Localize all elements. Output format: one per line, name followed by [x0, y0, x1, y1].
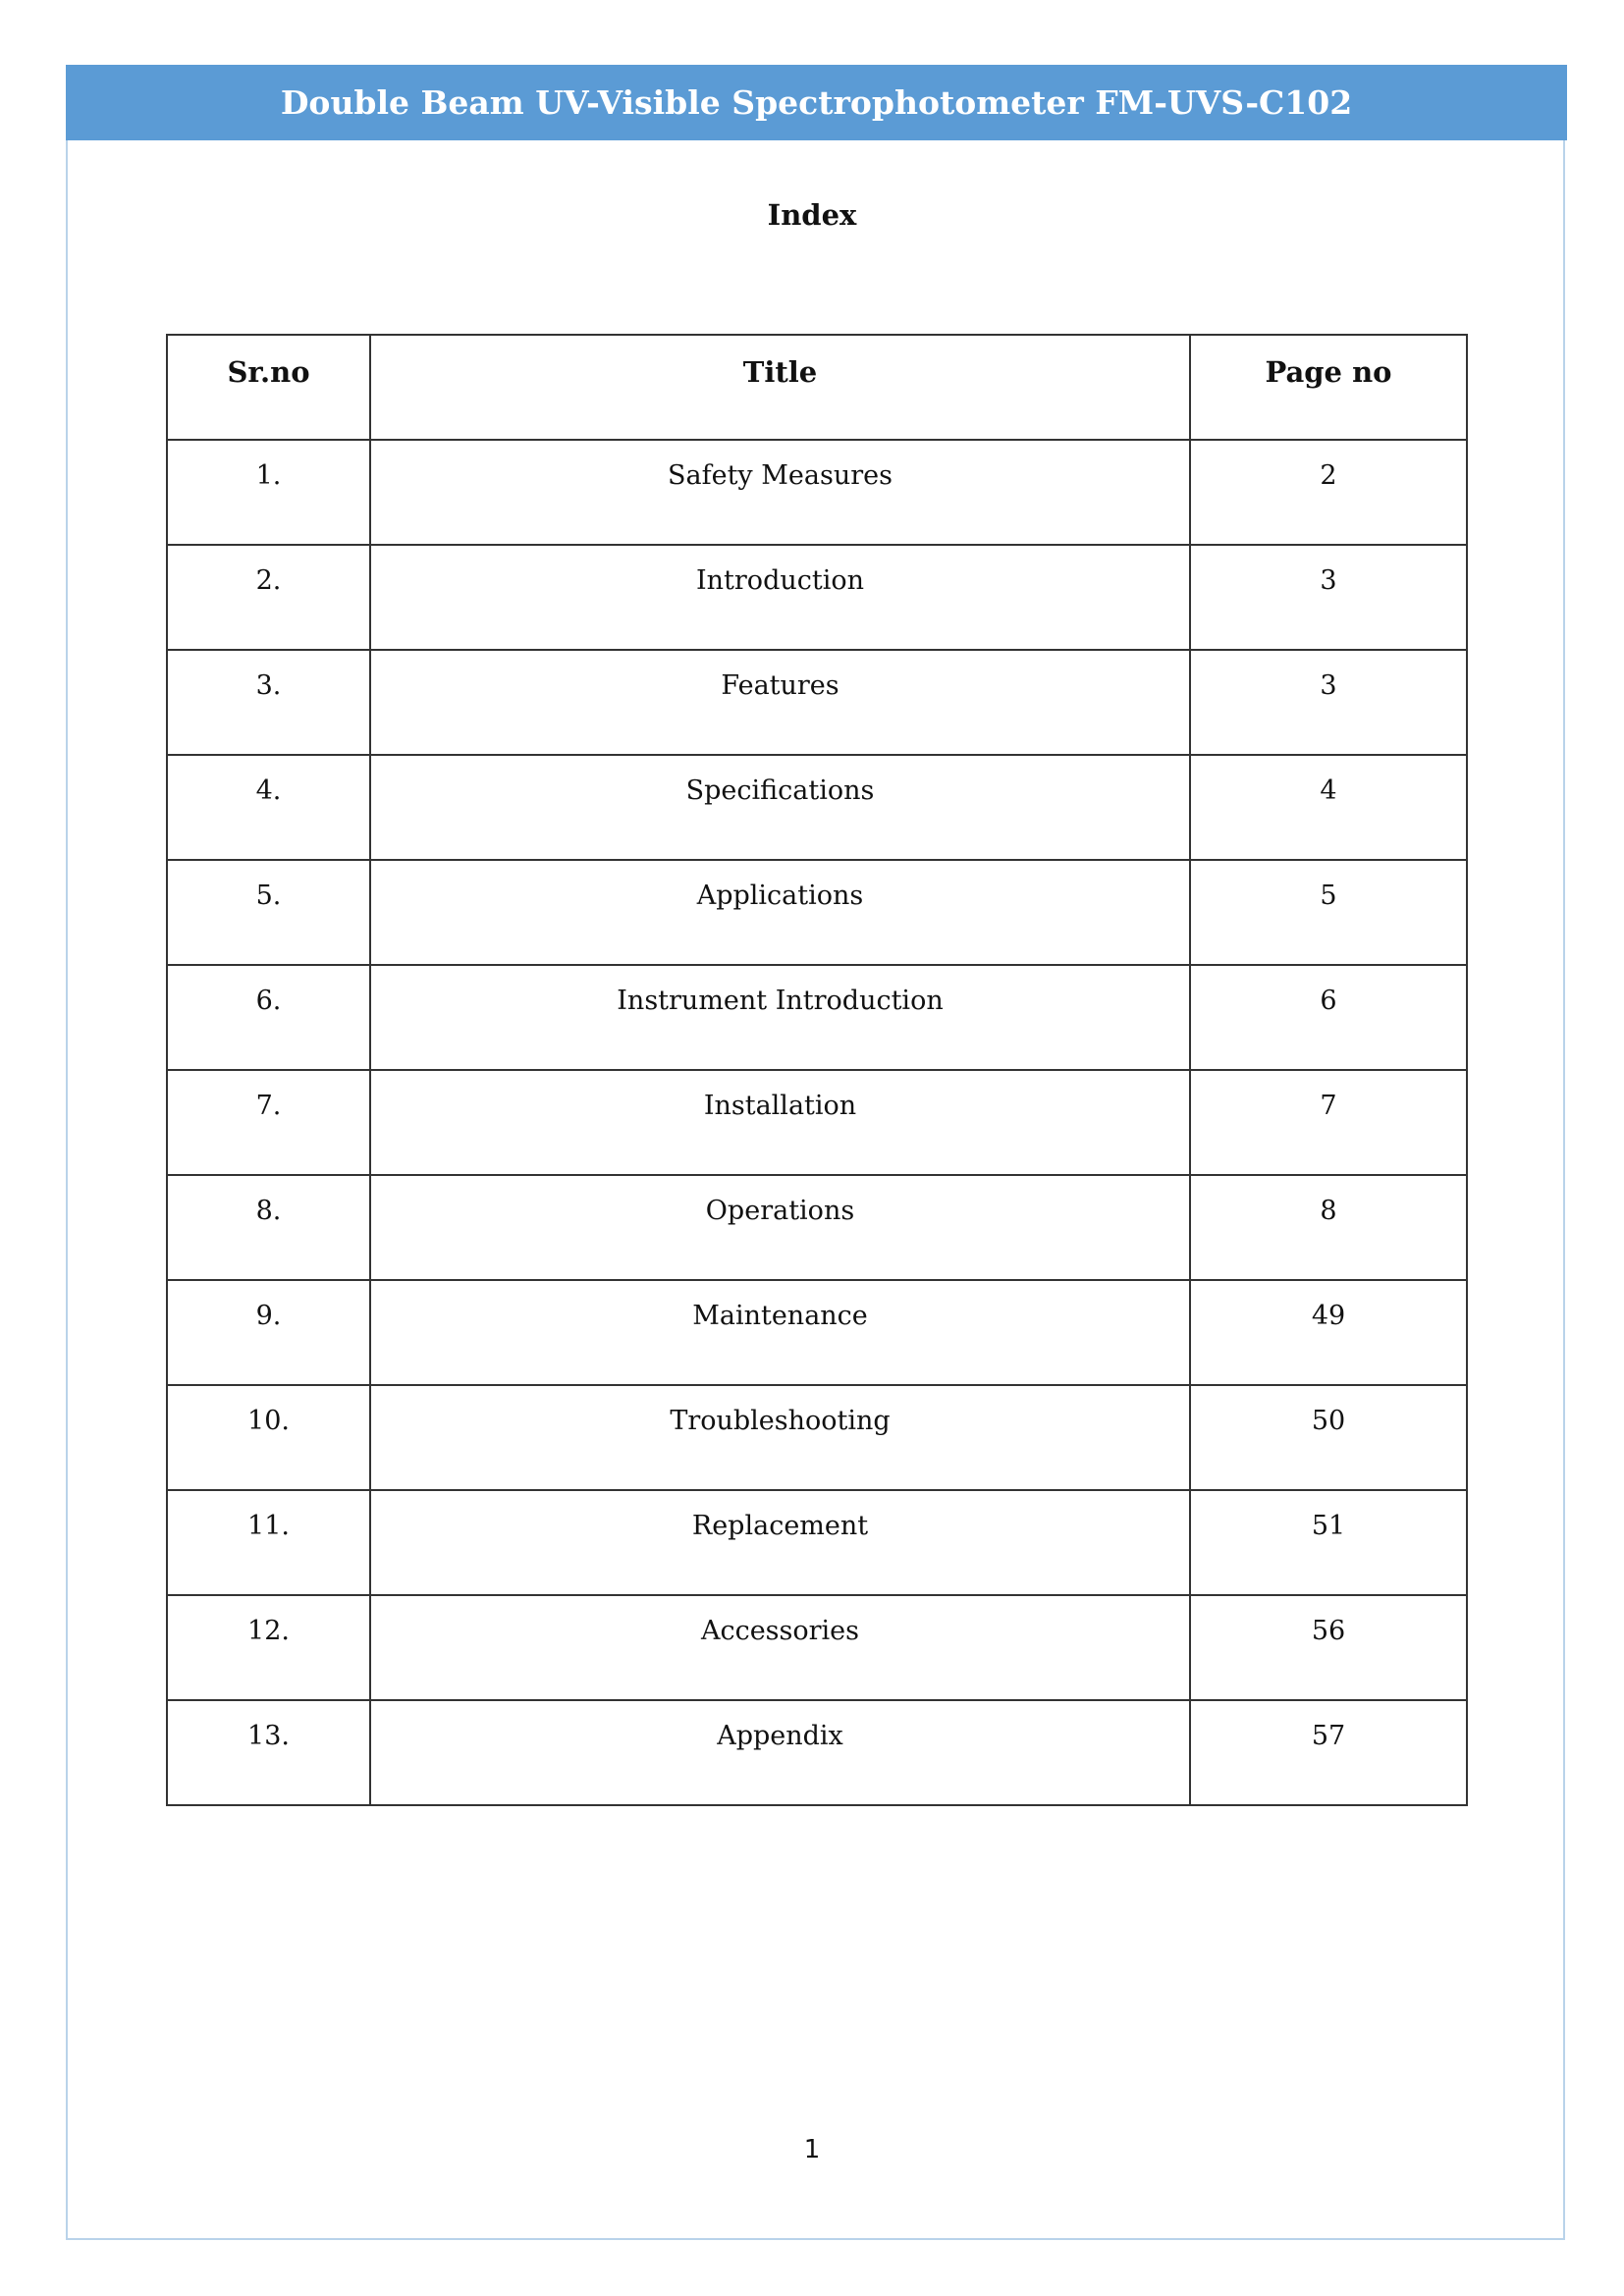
sr-no-cell: 10. [166, 1384, 371, 1491]
title-cell: Applications [369, 859, 1191, 966]
sr-no-cell: 13. [166, 1699, 371, 1806]
page-no-cell: 3 [1189, 649, 1468, 756]
sr-no-cell: 11. [166, 1489, 371, 1596]
sr-no-cell: 4. [166, 754, 371, 861]
page-no-cell: 5 [1189, 859, 1468, 966]
title-cell: Operations [369, 1174, 1191, 1281]
page-no-cell: 49 [1189, 1279, 1468, 1386]
title-cell: Troubleshooting [369, 1384, 1191, 1491]
page-no-cell: 51 [1189, 1489, 1468, 1596]
page-no-cell: 4 [1189, 754, 1468, 861]
table-row: 2. Introduction 3 [166, 544, 1468, 651]
sr-no-cell: 5. [166, 859, 371, 966]
table-row: 10. Troubleshooting 50 [166, 1384, 1468, 1491]
table-row: 1. Safety Measures 2 [166, 439, 1468, 546]
column-header-page-no: Page no [1189, 334, 1468, 441]
title-cell: Specifications [369, 754, 1191, 861]
table-row: 7. Installation 7 [166, 1069, 1468, 1176]
title-cell: Safety Measures [369, 439, 1191, 546]
table-row: 3. Features 3 [166, 649, 1468, 756]
page-no-cell: 3 [1189, 544, 1468, 651]
index-table: Sr.no Title Page no 1. Safety Measures 2 2.… [166, 334, 1468, 1806]
page-no-cell: 2 [1189, 439, 1468, 546]
table-row: 8. Operations 8 [166, 1174, 1468, 1281]
sr-no-cell: 1. [166, 439, 371, 546]
page-number: 1 [803, 2135, 821, 2164]
sr-no-cell: 12. [166, 1594, 371, 1701]
table-header-row: Sr.no Title Page no [166, 334, 1468, 441]
title-cell: Installation [369, 1069, 1191, 1176]
index-heading: Index [767, 198, 857, 232]
column-header-title: Title [369, 334, 1191, 441]
page-no-cell: 6 [1189, 964, 1468, 1071]
page-no-cell: 57 [1189, 1699, 1468, 1806]
page-no-cell: 7 [1189, 1069, 1468, 1176]
title-cell: Appendix [369, 1699, 1191, 1806]
page-no-cell: 8 [1189, 1174, 1468, 1281]
title-cell: Introduction [369, 544, 1191, 651]
table-row: 9. Maintenance 49 [166, 1279, 1468, 1386]
sr-no-cell: 2. [166, 544, 371, 651]
page-no-cell: 56 [1189, 1594, 1468, 1701]
table-row: 11. Replacement 51 [166, 1489, 1468, 1596]
sr-no-cell: 8. [166, 1174, 371, 1281]
title-cell: Maintenance [369, 1279, 1191, 1386]
table-row: 6. Instrument Introduction 6 [166, 964, 1468, 1071]
title-cell: Instrument Introduction [369, 964, 1191, 1071]
table-row: 5. Applications 5 [166, 859, 1468, 966]
column-header-sr-no: Sr.no [166, 334, 371, 441]
title-cell: Features [369, 649, 1191, 756]
table-row: 13. Appendix 57 [166, 1699, 1468, 1806]
sr-no-cell: 9. [166, 1279, 371, 1386]
sr-no-cell: 6. [166, 964, 371, 1071]
table-row: 12. Accessories 56 [166, 1594, 1468, 1701]
title-cell: Accessories [369, 1594, 1191, 1701]
table-row: 4. Specifications 4 [166, 754, 1468, 861]
title-cell: Replacement [369, 1489, 1191, 1596]
document-header-banner: Double Beam UV-Visible Spectrophotometer… [66, 65, 1567, 140]
sr-no-cell: 3. [166, 649, 371, 756]
page-no-cell: 50 [1189, 1384, 1468, 1491]
sr-no-cell: 7. [166, 1069, 371, 1176]
